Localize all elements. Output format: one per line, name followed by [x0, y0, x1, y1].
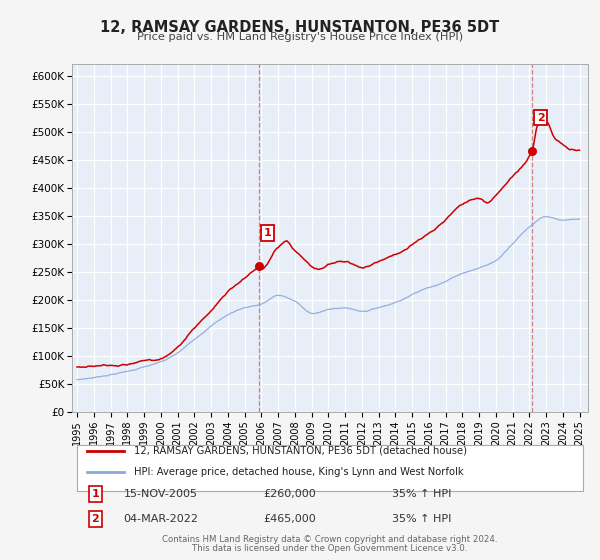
Text: 35% ↑ HPI: 35% ↑ HPI — [392, 514, 451, 524]
Text: Price paid vs. HM Land Registry's House Price Index (HPI): Price paid vs. HM Land Registry's House … — [137, 32, 463, 43]
Text: 1: 1 — [264, 228, 272, 238]
Text: 2: 2 — [91, 514, 99, 524]
Text: 35% ↑ HPI: 35% ↑ HPI — [392, 489, 451, 499]
Text: £260,000: £260,000 — [263, 489, 316, 499]
Text: 04-MAR-2022: 04-MAR-2022 — [124, 514, 199, 524]
Text: 12, RAMSAY GARDENS, HUNSTANTON, PE36 5DT: 12, RAMSAY GARDENS, HUNSTANTON, PE36 5DT — [100, 20, 500, 35]
Text: Contains HM Land Registry data © Crown copyright and database right 2024.: Contains HM Land Registry data © Crown c… — [162, 535, 498, 544]
Text: 12, RAMSAY GARDENS, HUNSTANTON, PE36 5DT (detached house): 12, RAMSAY GARDENS, HUNSTANTON, PE36 5DT… — [134, 446, 467, 455]
Text: 1: 1 — [91, 489, 99, 499]
FancyBboxPatch shape — [77, 445, 583, 492]
Text: £465,000: £465,000 — [263, 514, 316, 524]
Text: 2: 2 — [537, 113, 544, 123]
Text: 15-NOV-2005: 15-NOV-2005 — [124, 489, 197, 499]
Text: HPI: Average price, detached house, King's Lynn and West Norfolk: HPI: Average price, detached house, King… — [134, 468, 464, 477]
Bar — [259, 64, 260, 412]
Text: This data is licensed under the Open Government Licence v3.0.: This data is licensed under the Open Gov… — [193, 544, 467, 553]
